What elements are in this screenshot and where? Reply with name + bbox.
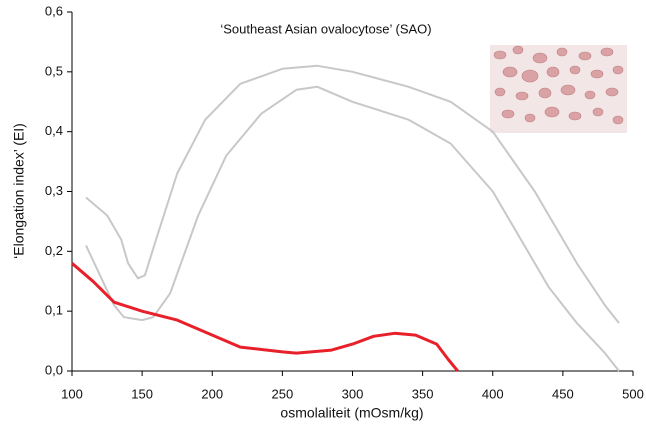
x-axis-label: osmolaliteit (mOsm/kg): [280, 405, 423, 421]
y-tick-label: 0,2: [45, 243, 63, 258]
x-tick-label: 200: [201, 386, 223, 401]
series-line: [85, 85, 620, 372]
x-tick-label: 450: [552, 386, 574, 401]
inset-photo: [490, 45, 627, 133]
y-tick-label: 0,5: [45, 63, 63, 78]
x-tick-label: 500: [622, 386, 644, 401]
x-tick-label: 350: [412, 386, 434, 401]
y-tick-label: 0,3: [45, 183, 63, 198]
series-line: [71, 262, 459, 372]
y-axis-label: ‘Elongation index’ (EI): [11, 123, 27, 259]
y-tick-label: 0,0: [45, 362, 63, 377]
x-tick-label: 100: [61, 386, 83, 401]
x-tick-label: 300: [342, 386, 364, 401]
y-tick-label: 0,1: [45, 303, 63, 318]
x-tick-label: 150: [131, 386, 153, 401]
y-tick-label: 0,6: [45, 3, 63, 18]
chart-title: ‘Southeast Asian ovalocytose’ (SAO): [220, 21, 431, 36]
y-tick-label: 0,4: [45, 123, 63, 138]
x-tick-label: 250: [272, 386, 294, 401]
series-line: [85, 64, 620, 324]
x-tick-label: 400: [482, 386, 504, 401]
